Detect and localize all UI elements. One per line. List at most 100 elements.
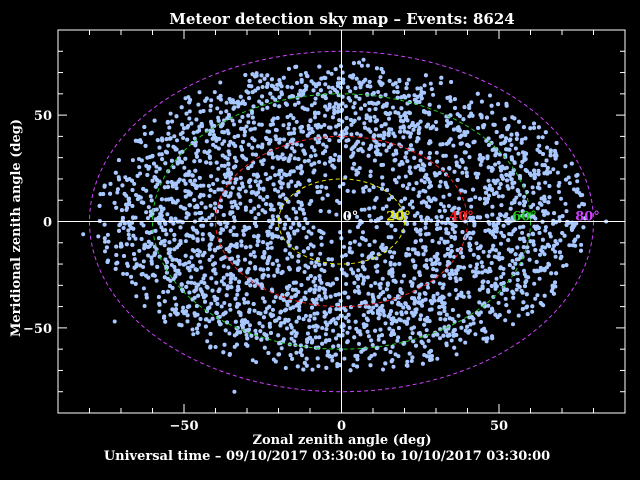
meteor-point [312,101,317,106]
meteor-point [286,66,291,71]
meteor-point [289,295,294,300]
meteor-point [405,359,410,364]
meteor-point [500,176,505,181]
meteor-point [235,261,240,266]
meteor-point [175,269,180,274]
meteor-point [133,138,138,143]
meteor-point [393,297,398,302]
meteor-point [280,152,285,157]
meteor-point [429,199,434,204]
meteor-point [371,305,376,310]
meteor-point [215,106,220,111]
meteor-point [406,77,411,82]
meteor-point [442,273,447,278]
meteor-point [390,214,395,219]
meteor-point [173,216,178,221]
meteor-point [150,211,155,216]
meteor-point [441,153,446,158]
meteor-point [467,114,472,119]
meteor-point [398,129,403,134]
meteor-point [221,256,225,261]
meteor-point [303,83,308,88]
meteor-point [424,328,429,333]
meteor-point [416,252,421,257]
meteor-point [420,341,425,346]
meteor-point [215,301,220,306]
meteor-point [289,169,294,174]
meteor-point [226,167,231,172]
meteor-point [198,317,203,321]
meteor-point [357,166,362,171]
meteor-point [506,124,511,128]
meteor-point [276,333,281,338]
meteor-point [121,226,126,230]
meteor-point [540,245,545,249]
meteor-point [245,343,250,348]
meteor-point [348,89,353,94]
meteor-point [310,305,314,310]
meteor-point [369,100,374,105]
meteor-point [438,142,443,147]
meteor-point [517,201,522,206]
meteor-point [404,150,409,155]
meteor-point [302,270,307,274]
meteor-point [405,159,410,164]
meteor-point [243,129,247,134]
meteor-point [247,309,252,314]
meteor-point [172,265,177,269]
meteor-point [453,154,458,159]
meteor-point [560,231,565,235]
meteor-point [114,244,119,249]
meteor-point [171,221,176,226]
meteor-point [221,227,226,232]
meteor-point [572,187,576,192]
meteor-point [437,171,442,175]
meteor-point [305,221,310,226]
meteor-point [418,317,423,322]
meteor-point [137,157,141,161]
meteor-point [299,143,304,148]
meteor-point [303,263,308,268]
meteor-point [454,160,459,165]
meteor-point [439,236,444,241]
meteor-point [149,241,154,246]
meteor-point [227,352,232,357]
meteor-point [410,199,414,204]
meteor-point [432,298,437,303]
meteor-point [361,189,366,194]
meteor-point [269,287,274,292]
meteor-point [387,116,391,121]
meteor-point [445,217,450,222]
meteor-point [448,95,452,100]
meteor-point [404,253,409,258]
meteor-point [369,338,374,343]
meteor-point [472,139,477,144]
meteor-point [372,352,377,357]
meteor-point [475,175,480,180]
meteor-point [434,268,439,273]
meteor-point [423,225,428,230]
meteor-point [506,238,511,243]
meteor-point [299,200,304,205]
meteor-point [437,296,442,301]
meteor-point [425,354,429,359]
meteor-point [283,366,288,370]
meteor-point [313,328,318,333]
meteor-point [261,187,266,192]
meteor-point [451,333,456,338]
meteor-point [540,135,545,140]
meteor-point [165,119,170,124]
meteor-point [249,333,254,338]
meteor-point [306,246,311,251]
meteor-point [561,264,566,268]
meteor-point [537,201,542,206]
meteor-point [307,202,312,206]
meteor-point [358,85,363,90]
meteor-point [137,165,142,170]
meteor-point [398,125,403,130]
meteor-point [393,81,398,86]
meteor-point [432,196,437,201]
meteor-point [219,304,224,309]
meteor-point [497,251,502,256]
meteor-point [269,83,274,88]
